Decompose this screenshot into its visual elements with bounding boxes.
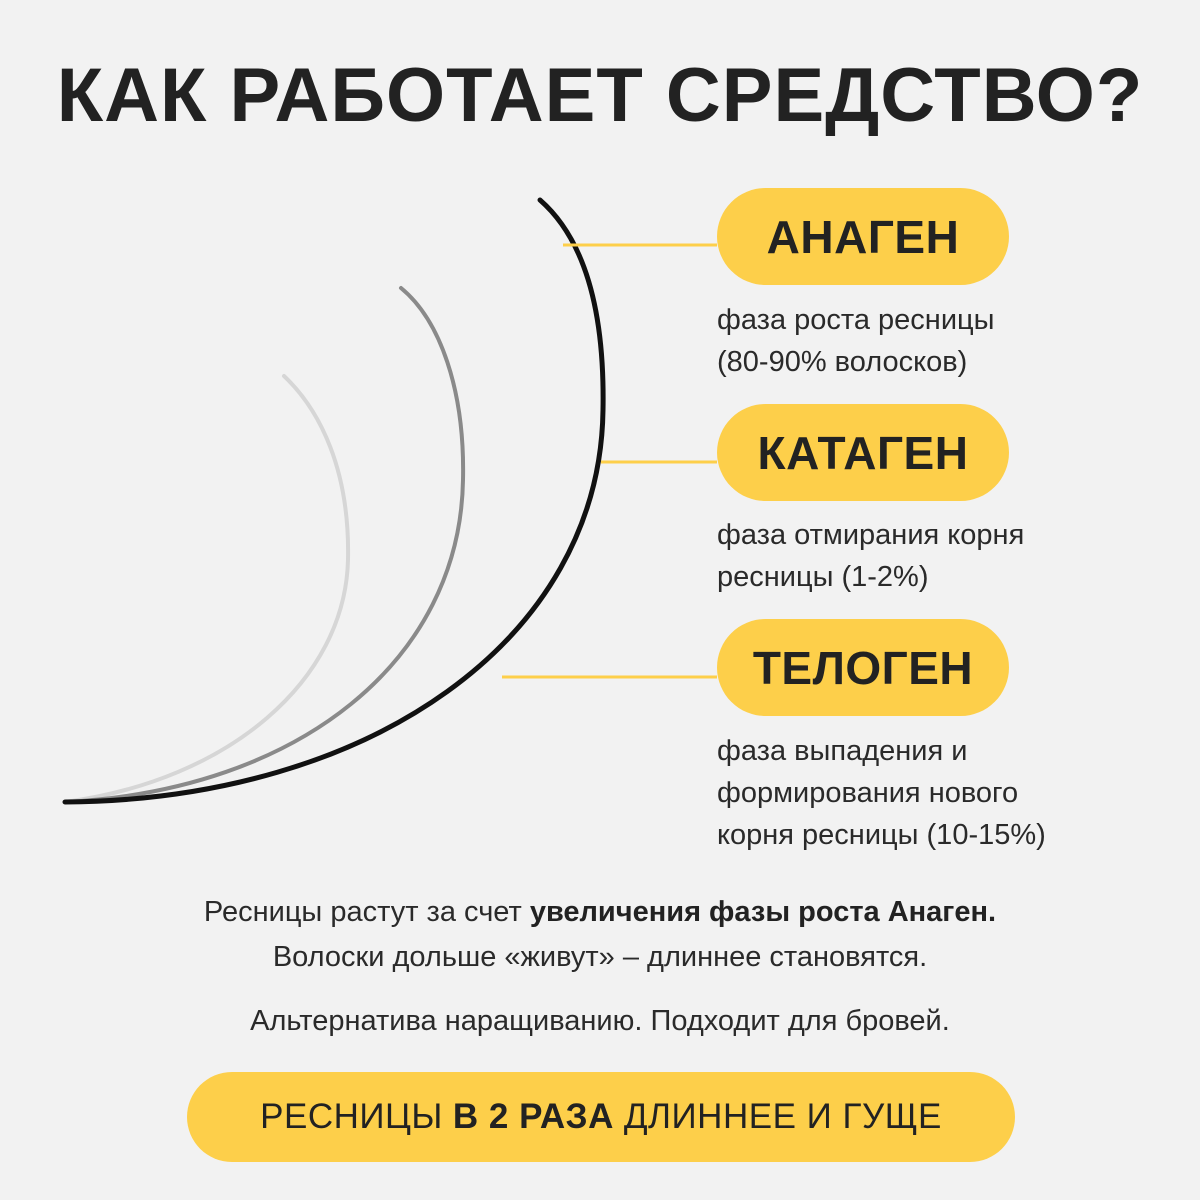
phase-description-telogen: фаза выпадения и формирования нового кор… — [717, 730, 1137, 856]
phase-description-katagen: фаза отмирания корня ресницы (1-2%) — [717, 514, 1137, 598]
summary-bold: увеличения фазы роста Анаген. — [529, 896, 997, 928]
phase-description-line: фаза отмирания корня — [717, 519, 1025, 551]
page-title: КАК РАБОТАЕТ СРЕДСТВО? — [56, 53, 1144, 138]
cta-before: РЕСНИЦЫ — [260, 1097, 443, 1136]
phase-badge-telogen: ТЕЛОГЕН — [717, 619, 1009, 716]
cta-banner: РЕСНИЦЫ В 2 РАЗА ДЛИННЕЕ И ГУЩЕ — [187, 1072, 1015, 1162]
summary-line-2: Волоски дольше «живут» – длиннее становя… — [272, 941, 928, 973]
phase-description-line: корня ресницы (10-15%) — [717, 819, 1046, 851]
phase-description-line: формирования нового — [717, 777, 1019, 809]
summary-text: Ресницы растут за счет увеличения фазы р… — [0, 890, 1200, 980]
phase-description-line: (80-90% волосков) — [717, 346, 968, 378]
cta-after: ДЛИННЕЕ И ГУЩЕ — [623, 1097, 942, 1136]
phase-description-line: фаза роста ресницы — [717, 304, 995, 336]
summary-line-1: Ресницы растут за счет увеличения фазы р… — [0, 890, 1200, 935]
summary-regular: Ресницы растут за счет — [203, 896, 530, 928]
eyelash-medium — [63, 286, 466, 804]
summary-line-3: Альтернатива наращиванию. Подходит для б… — [250, 1005, 950, 1037]
phase-badge-anagen: АНАГЕН — [717, 188, 1009, 285]
phase-description-line: ресницы (1-2%) — [717, 561, 929, 593]
eyelash-long — [62, 197, 606, 805]
phase-description-anagen: фаза роста ресницы (80-90% волосков) — [717, 299, 1137, 383]
eyelash-short — [63, 374, 351, 804]
cta-bold: В 2 РАЗА — [452, 1097, 614, 1136]
phase-badge-katagen: КАТАГЕН — [717, 404, 1009, 501]
phase-description-line: фаза выпадения и — [717, 735, 968, 767]
